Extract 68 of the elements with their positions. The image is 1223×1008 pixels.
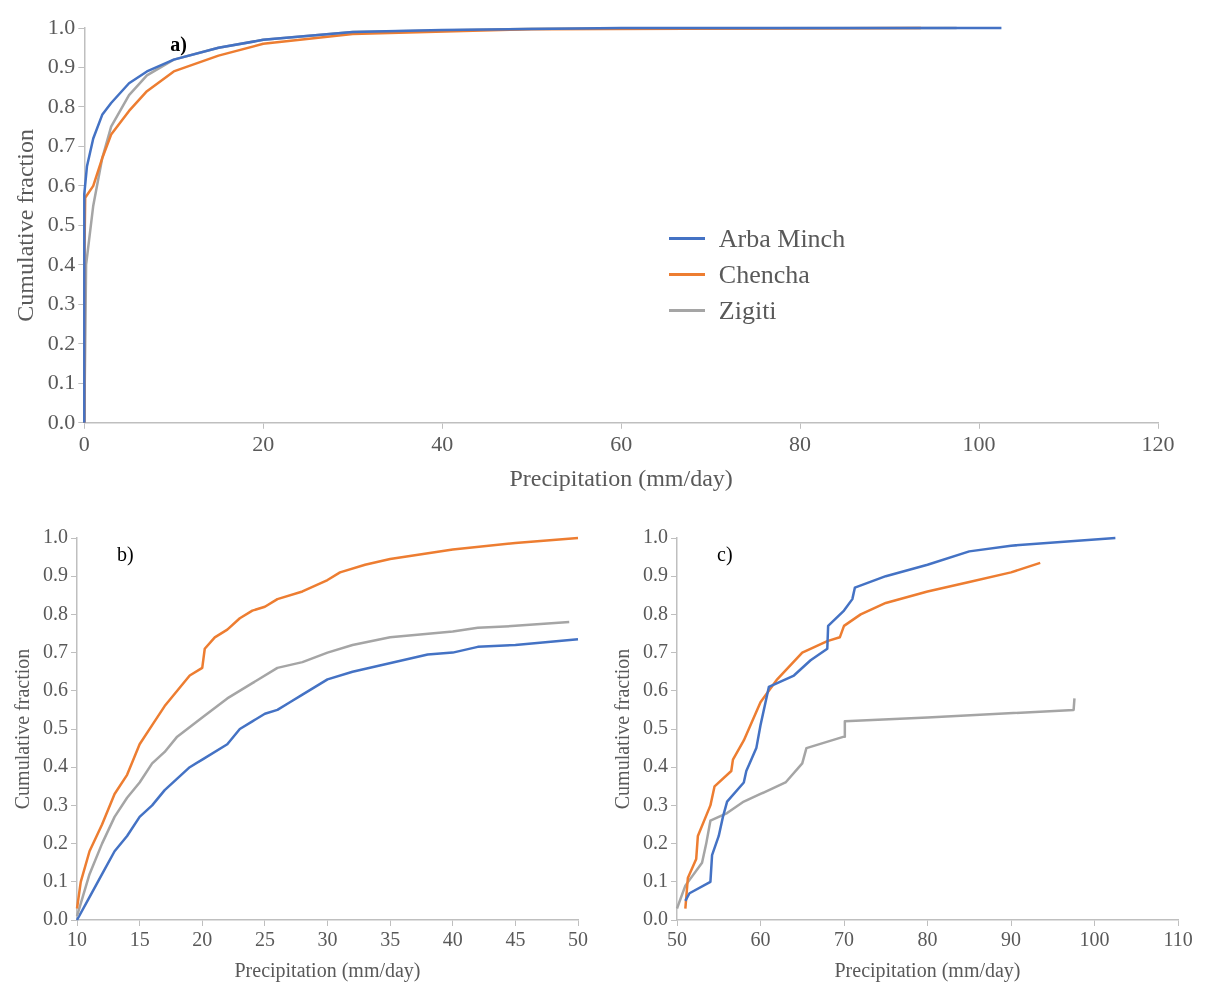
y-tick-label: 1.0 xyxy=(643,525,668,548)
y-tick-label: 0.7 xyxy=(643,639,668,662)
x-tick-label: 10 xyxy=(67,928,87,951)
x-tick-label: 25 xyxy=(254,928,275,951)
y-tick-label: 0.1 xyxy=(47,369,76,395)
x-tick-label: 15 xyxy=(129,928,150,951)
x-tick-label: 40 xyxy=(442,928,463,951)
y-tick-label: 0.6 xyxy=(643,678,668,701)
x-tick-label: 30 xyxy=(317,928,338,951)
x-tick-label: 110 xyxy=(1163,928,1193,951)
x-tick-label: 80 xyxy=(917,928,938,951)
y-tick-label: 0.3 xyxy=(643,792,668,815)
x-tick-label: 20 xyxy=(192,928,213,951)
y-tick-label: 0.8 xyxy=(47,92,76,118)
annotation: c) xyxy=(717,543,733,567)
y-tick-label: 0.2 xyxy=(43,830,68,853)
y-tick-label: 0.2 xyxy=(47,329,76,355)
x-tick-label: 70 xyxy=(834,928,854,951)
y-tick-label: 0.1 xyxy=(643,869,668,892)
y-tick-label: 0.9 xyxy=(43,563,68,586)
y-tick-label: 0.0 xyxy=(43,907,68,930)
y-tick-label: 0.0 xyxy=(643,907,668,930)
y-axis-title: Cumulative fraction xyxy=(11,648,34,810)
x-tick-label: 20 xyxy=(252,430,275,456)
x-axis-title: Precipitation (mm/day) xyxy=(234,959,421,983)
annotation: b) xyxy=(117,543,134,567)
y-tick-label: 0.8 xyxy=(43,601,68,624)
y-tick-label: 0.9 xyxy=(47,53,76,79)
x-tick-label: 90 xyxy=(1001,928,1021,951)
y-tick-label: 0.5 xyxy=(43,716,68,739)
y-tick-label: 0.3 xyxy=(43,792,68,815)
x-tick-label: 35 xyxy=(380,928,401,951)
y-tick-label: 0.5 xyxy=(643,716,668,739)
y-tick-label: 0.6 xyxy=(43,678,68,701)
y-tick-label: 0.4 xyxy=(643,754,668,777)
x-tick-label: 50 xyxy=(667,928,687,951)
legend-label: Arba Minch xyxy=(718,223,846,254)
y-tick-label: 0.0 xyxy=(47,408,76,434)
y-axis-title: Cumulative fraction xyxy=(11,129,38,322)
y-tick-label: 0.2 xyxy=(643,830,668,853)
y-tick-label: 0.3 xyxy=(47,290,76,316)
x-tick-label: 100 xyxy=(962,430,996,456)
y-tick-label: 0.4 xyxy=(43,754,68,777)
y-tick-label: 0.4 xyxy=(47,250,76,276)
x-tick-label: 0 xyxy=(78,430,90,456)
y-tick-label: 1.0 xyxy=(47,13,76,39)
y-tick-label: 0.9 xyxy=(643,563,668,586)
x-tick-label: 120 xyxy=(1141,430,1175,456)
x-tick-label: 45 xyxy=(505,928,526,951)
x-axis-title: Precipitation (mm/day) xyxy=(834,959,1021,983)
x-tick-label: 60 xyxy=(610,430,633,456)
x-tick-label: 80 xyxy=(789,430,812,456)
x-tick-label: 40 xyxy=(431,430,454,456)
legend-label: Zigiti xyxy=(718,295,777,326)
y-tick-label: 0.5 xyxy=(47,211,76,237)
y-tick-label: 0.7 xyxy=(43,639,68,662)
x-tick-label: 50 xyxy=(568,928,588,951)
y-tick-label: 0.1 xyxy=(43,869,68,892)
y-tick-label: 0.8 xyxy=(643,601,668,624)
y-tick-label: 0.7 xyxy=(47,132,76,158)
x-axis-title: Precipitation (mm/day) xyxy=(509,464,733,491)
annotation: a) xyxy=(170,33,187,57)
y-axis-title: Cumulative fraction xyxy=(611,648,634,810)
y-tick-label: 0.6 xyxy=(47,171,76,197)
x-tick-label: 100 xyxy=(1079,928,1110,951)
x-tick-label: 60 xyxy=(750,928,771,951)
y-tick-label: 1.0 xyxy=(43,525,68,548)
legend-label: Chencha xyxy=(718,259,810,290)
